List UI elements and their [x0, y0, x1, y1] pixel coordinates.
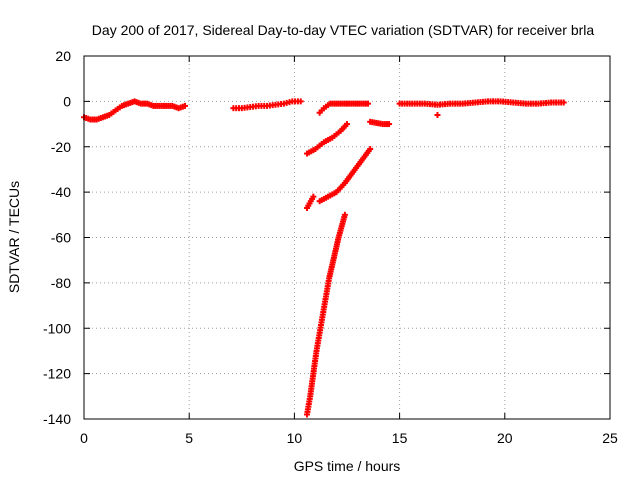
y-tick-label: -120: [43, 366, 71, 382]
axis-ticks: [83, 55, 611, 420]
data-point: [386, 121, 393, 128]
data-point: [297, 98, 304, 105]
data-point: [344, 121, 350, 128]
data-point: [341, 211, 348, 218]
chart-title: Day 200 of 2017, Sidereal Day-to-day VTE…: [92, 22, 595, 38]
data-points: [81, 98, 567, 418]
x-axis-label: GPS time / hours: [294, 458, 401, 474]
y-tick-label: -80: [51, 275, 71, 291]
data-point: [310, 193, 317, 200]
y-tick-label: -60: [51, 230, 71, 246]
y-tick-label: 20: [55, 48, 71, 64]
plot-frame: [83, 55, 611, 420]
y-tick-label: -40: [51, 184, 71, 200]
x-tick-label: 20: [497, 430, 513, 446]
y-axis-label: SDTVAR / TECUs: [6, 181, 22, 293]
data-point: [365, 100, 372, 107]
data-point: [560, 99, 567, 106]
y-tick-label: -20: [51, 139, 71, 155]
x-tick-label: 10: [287, 430, 303, 446]
x-tick-label: 15: [392, 430, 408, 446]
y-tick-label: -140: [43, 411, 71, 427]
y-tick-label: 0: [63, 93, 71, 109]
x-tick-label: 0: [80, 430, 88, 446]
y-tick-label: -100: [43, 320, 71, 336]
tick-labels: 0 5 10 15 20 25 -140 -120 -100 -80 -60 -40 -20 0 20: [43, 48, 618, 446]
data-point: [434, 111, 441, 118]
grid-lines: [84, 56, 610, 419]
data-point: [181, 102, 188, 109]
x-tick-label: 25: [602, 430, 618, 446]
x-tick-label: 5: [185, 430, 193, 446]
data-point: [367, 146, 374, 153]
